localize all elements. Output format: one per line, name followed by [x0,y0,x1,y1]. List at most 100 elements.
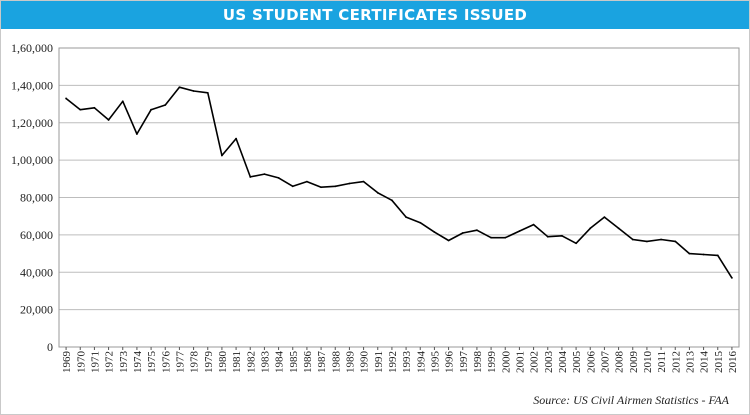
data-point [731,276,733,279]
data-point [376,191,379,194]
x-tick-label: 2008 [614,351,626,374]
data-point [575,242,577,245]
x-tick-label: 2009 [628,351,640,374]
data-point [178,86,181,89]
y-tick-label: 1,00,000 [11,153,53,167]
x-tick-label: 2016 [727,351,739,374]
data-point [291,185,294,188]
x-tick-label: 1993 [401,351,413,374]
y-tick-label: 1,20,000 [11,116,53,130]
data-point [277,176,280,179]
data-point [688,252,691,255]
data-point [419,221,422,224]
x-tick-label: 1974 [132,351,144,374]
y-tick-label: 20,000 [20,303,53,317]
data-point [93,106,96,109]
data-point [249,176,252,178]
data-point [476,229,478,232]
y-tick-label: 40,000 [20,265,53,279]
data-point [660,238,662,241]
x-tick-label: 1989 [344,351,356,374]
x-tick-label: 1992 [387,351,399,373]
x-tick-label: 1982 [245,351,257,373]
data-point [631,238,634,241]
x-tick-label: 2004 [557,351,569,374]
x-tick-label: 1969 [61,351,73,374]
y-tick-label: 1,40,000 [11,78,53,92]
x-tick-label: 1998 [472,351,484,374]
x-tick-label: 2000 [500,351,512,374]
x-tick-label: 2006 [585,351,597,374]
data-point [121,100,124,103]
data-point [518,230,521,233]
y-tick-label: 80,000 [20,191,53,205]
data-point [561,234,563,237]
data-point [646,240,648,243]
x-tick-label: 1987 [316,351,328,374]
x-tick-label: 1971 [89,351,101,373]
x-tick-label: 1978 [189,351,201,374]
data-point [532,223,535,226]
x-tick-label: 1983 [259,351,271,374]
x-tick-label: 1995 [429,351,441,374]
x-tick-label: 1975 [146,351,158,374]
data-point [235,137,237,140]
data-point [603,216,606,219]
data-point [391,199,393,202]
x-tick-label: 1979 [203,351,215,374]
x-tick-label: 1999 [486,351,498,374]
data-point [617,227,620,230]
data-point [362,180,365,183]
x-tick-label: 1996 [444,351,456,374]
line-chart: 0 20,000 40,000 60,000 80,000 1,00,000 1,20,00… [11,41,740,374]
x-tick-label: 1977 [174,351,186,374]
series-line [65,86,733,279]
x-tick-label: 2012 [670,351,682,373]
x-tick-label: 2001 [514,351,526,373]
x-tick-label: 1970 [75,351,87,374]
data-point [589,227,592,230]
data-point [206,91,209,94]
data-point [461,232,464,234]
data-point [65,97,67,100]
data-point [447,239,450,242]
x-tick-label: 1997 [458,351,470,374]
data-point [504,236,507,239]
data-point [320,186,322,189]
data-point [306,180,308,183]
x-tick-label: 2013 [684,351,696,374]
x-tick-label: 1988 [330,351,342,374]
data-point [136,133,138,135]
x-tick-label: 2007 [599,351,611,374]
data-point [433,231,436,233]
data-point [334,185,337,188]
x-tick-label: 2014 [699,351,711,374]
x-tick-label: 1976 [160,351,172,374]
x-tick-label: 1973 [118,351,130,374]
x-tick-label: 1991 [373,351,385,373]
x-tick-label: 1986 [302,351,314,374]
data-point [107,119,110,121]
x-tick-label: 2010 [642,351,654,374]
x-tick-label: 2002 [529,351,541,373]
x-tick-label: 1980 [217,351,229,374]
x-tick-label: 1994 [415,351,427,374]
x-tick-label: 1984 [274,351,286,374]
data-point [79,108,82,111]
x-tick-label: 2015 [713,351,725,374]
data-point [221,154,223,157]
x-tick-label: 2011 [656,351,668,373]
data-point [192,90,195,92]
title-banner: US STUDENT CERTIFICATES ISSUED [1,1,749,29]
x-tick-label: 2003 [543,351,555,374]
data-point [263,173,266,176]
data-point [164,104,167,106]
y-tick-label: 1,60,000 [11,41,53,55]
data-point [490,236,492,239]
data-point [674,240,677,243]
y-tick-label: 0 [47,340,53,354]
plot-area [58,47,740,348]
x-tick-label: 1985 [288,351,300,374]
x-tick-label: 1981 [231,351,243,373]
